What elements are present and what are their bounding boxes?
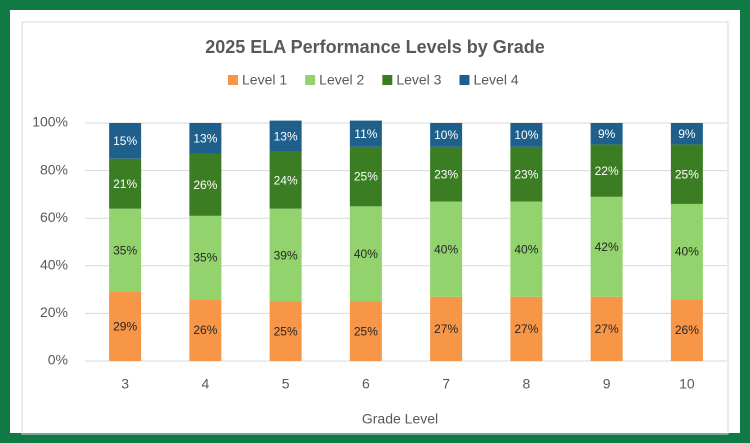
- data-label: 35%: [193, 251, 217, 265]
- data-label: 27%: [434, 322, 458, 336]
- data-label: 25%: [274, 324, 298, 338]
- bar-segment: [349, 146, 382, 207]
- y-tick-label: 100%: [32, 114, 68, 130]
- data-label: 10%: [434, 128, 458, 142]
- bar-segment: [670, 123, 703, 145]
- bar-segment: [189, 153, 222, 216]
- bar-segment: [269, 120, 302, 152]
- data-label: 40%: [434, 242, 458, 256]
- bar-segment: [430, 201, 463, 297]
- legend-swatch: [305, 75, 316, 85]
- legend-label: Level 4: [473, 72, 518, 88]
- bar-segment: [349, 120, 382, 147]
- data-label: 24%: [274, 173, 298, 187]
- bar-segment: [430, 296, 463, 361]
- bar-segment: [510, 146, 543, 202]
- x-tick-label: 7: [442, 376, 450, 392]
- chart-title: 2025 ELA Performance Levels by Grade: [205, 37, 545, 57]
- data-label: 40%: [675, 245, 699, 259]
- data-label: 11%: [354, 127, 377, 141]
- y-tick-label: 0%: [48, 352, 68, 368]
- bar-segment: [590, 144, 623, 197]
- data-label: 13%: [274, 129, 298, 143]
- x-tick-label: 3: [121, 376, 129, 392]
- x-tick-label: 8: [522, 376, 530, 392]
- x-tick-label: 4: [201, 376, 209, 392]
- bar-segment: [109, 291, 142, 361]
- x-tick-label: 10: [679, 376, 695, 392]
- bar-segment: [109, 158, 142, 209]
- bar-segment: [349, 206, 382, 302]
- x-tick-label: 6: [362, 376, 370, 392]
- y-tick-label: 80%: [40, 161, 68, 177]
- x-tick-label: 9: [603, 376, 611, 392]
- data-label: 27%: [514, 322, 538, 336]
- legend-label: Level 3: [396, 72, 441, 88]
- bar-segment: [670, 299, 703, 361]
- x-tick-label: 5: [282, 376, 290, 392]
- chart-area: [21, 21, 729, 435]
- data-label: 40%: [354, 247, 378, 261]
- bar-segment: [510, 296, 543, 361]
- data-label: 26%: [193, 323, 217, 337]
- data-label: 29%: [113, 320, 137, 334]
- bar-segment: [269, 151, 302, 209]
- y-tick-label: 20%: [40, 304, 68, 320]
- bar-segment: [590, 196, 623, 297]
- data-label: 9%: [678, 127, 696, 141]
- y-tick-label: 40%: [40, 257, 68, 273]
- data-label: 26%: [675, 323, 699, 337]
- bar-segment: [109, 123, 142, 159]
- data-label: 10%: [514, 128, 538, 142]
- x-axis-title: Grade Level: [362, 411, 438, 427]
- bar-segment: [510, 201, 543, 297]
- bar-segment: [269, 208, 302, 302]
- legend-swatch: [382, 75, 393, 85]
- bar-segment: [349, 301, 382, 361]
- data-label: 26%: [193, 178, 217, 192]
- bar-segment: [430, 146, 463, 202]
- legend-label: Level 2: [319, 72, 364, 88]
- data-label: 25%: [354, 170, 378, 184]
- bar-segment: [269, 301, 302, 361]
- bar-segment: [590, 296, 623, 361]
- bar-segment: [430, 123, 463, 147]
- bar-segment: [590, 123, 623, 145]
- data-label: 21%: [113, 177, 137, 191]
- legend-swatch: [459, 75, 470, 85]
- data-label: 22%: [595, 164, 619, 178]
- data-label: 35%: [113, 244, 137, 258]
- legend-swatch: [228, 75, 238, 85]
- data-label: 40%: [514, 242, 538, 256]
- data-label: 23%: [434, 167, 458, 181]
- data-label: 25%: [354, 324, 378, 338]
- bar-segment: [670, 203, 703, 300]
- bar-segment: [510, 123, 543, 147]
- bar-segment: [670, 144, 703, 204]
- legend-label: Level 1: [242, 72, 287, 88]
- data-label: 23%: [514, 167, 538, 181]
- data-label: 42%: [595, 240, 619, 254]
- data-label: 9%: [598, 127, 616, 141]
- data-label: 13%: [193, 132, 217, 146]
- data-label: 27%: [595, 322, 619, 336]
- bar-segment: [189, 215, 222, 300]
- data-label: 39%: [274, 248, 298, 262]
- bar-segment: [189, 123, 222, 154]
- y-tick-label: 60%: [40, 209, 68, 225]
- bar-segment: [109, 208, 142, 292]
- bar-segment: [189, 299, 222, 361]
- data-label: 15%: [113, 134, 137, 148]
- data-label: 25%: [675, 167, 699, 181]
